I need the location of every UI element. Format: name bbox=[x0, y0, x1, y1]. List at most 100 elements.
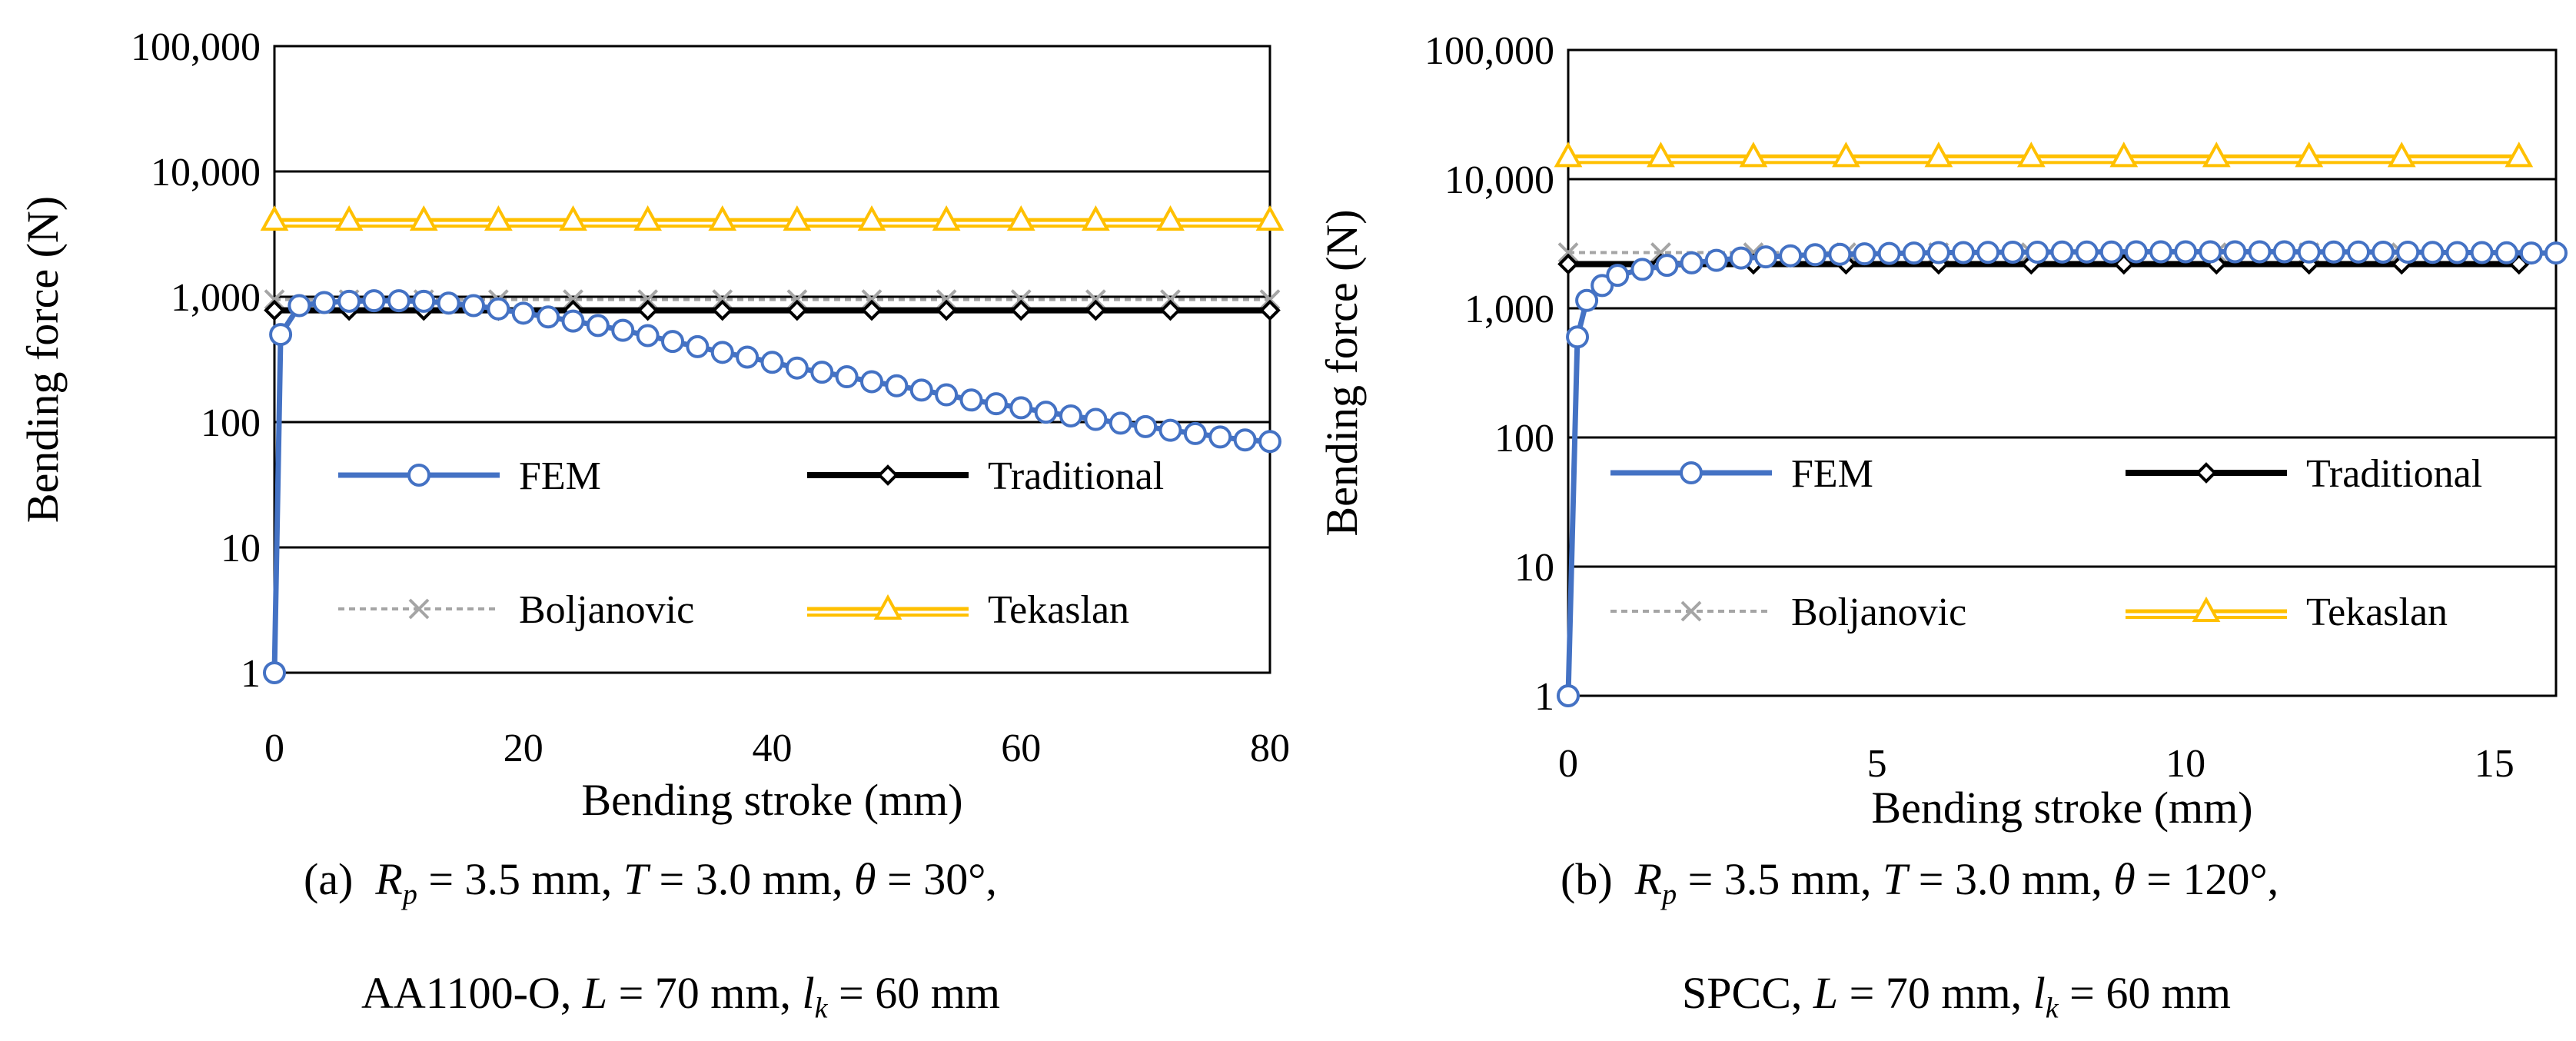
panel-a-fem-point bbox=[611, 318, 635, 342]
panel-a-legend-tekaslan-label: Tekaslan bbox=[988, 588, 1129, 632]
panel-a-ytick-label: 1,000 bbox=[171, 276, 261, 320]
panel-a-traditional-point bbox=[264, 299, 285, 321]
panel-b-tekaslan-point bbox=[1554, 141, 1583, 168]
panel-b-ytick-label: 10,000 bbox=[1444, 158, 1554, 202]
panel-b-fem-point bbox=[1754, 245, 1777, 269]
panel-a-legend-boljanovic: Boljanovic bbox=[338, 588, 694, 632]
caption-b-material: SPCC, bbox=[1682, 968, 1813, 1018]
caption-b-t-symbol: T bbox=[1883, 854, 1908, 904]
panel-b-fem-point bbox=[2001, 240, 2025, 264]
caption-b-lk-value: = 60 mm bbox=[2058, 968, 2232, 1018]
caption-a-rp-symbol: R bbox=[375, 854, 403, 904]
panel-a-boljanovic-point-stroke2 bbox=[563, 289, 583, 311]
panel-b-fem-point bbox=[2272, 240, 2296, 264]
panel-b-legend-tekaslan-marker bbox=[2192, 596, 2221, 622]
panel-b-traditional-point bbox=[1557, 253, 1579, 275]
panel-a-fem-point bbox=[362, 289, 386, 313]
panel-a-fem-point bbox=[636, 324, 660, 348]
panel-b-xtick-label: 5 bbox=[1867, 742, 1887, 786]
panel-b-tekaslan-point bbox=[2387, 141, 2416, 168]
panel-a-series-tekaslan bbox=[260, 205, 1285, 231]
panel-b-legend-fem-marker bbox=[1680, 461, 1703, 484]
panel-a-boljanovic-point-stroke2 bbox=[1259, 289, 1281, 311]
panel-a-tekaslan-point bbox=[633, 205, 663, 231]
panel-a-xtick-label: 0 bbox=[264, 727, 284, 770]
panel-a-tekaslan-point bbox=[559, 205, 587, 231]
panel-a-xtick-label: 60 bbox=[1001, 727, 1041, 770]
panel-a-legend-traditional-label: Traditional bbox=[988, 454, 1164, 498]
panel-b-fem-point bbox=[2124, 240, 2148, 264]
panel-b-fem-point bbox=[2347, 240, 2370, 264]
panel-b-legend-traditional-marker bbox=[2195, 462, 2217, 484]
panel-b-fem-point bbox=[1828, 242, 1852, 266]
panel-a-tekaslan-point bbox=[484, 205, 513, 231]
panel-b-fem-point bbox=[1655, 254, 1679, 278]
panel-a-xaxis-title: Bending stroke (mm) bbox=[581, 775, 962, 825]
panel-b-xtick-label: 0 bbox=[1558, 742, 1578, 786]
panel-a-tekaslan-point bbox=[1255, 205, 1285, 231]
panel-a-fem-point bbox=[1009, 396, 1033, 420]
panel-a-ytick-label: 1 bbox=[241, 652, 261, 696]
panel-a-chart: 1 10 100 1,000 10,000 100,000 0 20 40 60 80 Bending… bbox=[18, 25, 1290, 825]
panel-b-legend-fem: FEM bbox=[1610, 452, 1873, 496]
panel-a-traditional-point bbox=[786, 299, 808, 321]
caption-b-rp-sub: p bbox=[1662, 878, 1677, 911]
panel-b-fem-point bbox=[2544, 241, 2568, 265]
panel-a-fem-point bbox=[511, 301, 535, 325]
caption-a-l-symbol: L bbox=[582, 968, 608, 1018]
panel-b-legend-traditional: Traditional bbox=[2126, 452, 2482, 496]
panel-b-fem-point bbox=[2470, 241, 2494, 264]
panel-b-fem-point bbox=[2495, 241, 2518, 264]
panel-a-boljanovic-point bbox=[264, 289, 285, 311]
panel-b-fem-point bbox=[1575, 288, 1599, 312]
panel-a-xtick-label: 80 bbox=[1250, 727, 1290, 770]
caption-a-theta-value: = 30°, bbox=[876, 854, 997, 904]
panel-b-tekaslan-point bbox=[2505, 141, 2534, 168]
panel-b-tekaslan-point bbox=[1647, 141, 1675, 168]
panel-a-boljanovic-point bbox=[1085, 289, 1106, 311]
panel-a-fem-point bbox=[909, 378, 933, 402]
panel-b-series-tekaslan bbox=[1554, 141, 2534, 168]
panel-b-series-fem bbox=[1557, 240, 2568, 707]
panel-a-fem-point bbox=[337, 289, 361, 313]
panel-a-fem-point bbox=[1158, 418, 1182, 442]
panel-a-fem-point bbox=[263, 661, 286, 684]
panel-a-legend-tekaslan: Tekaslan bbox=[807, 588, 1129, 632]
caption-b-line1: (b) Rp = 3.5 mm, T = 3.0 mm, θ = 120°, bbox=[1561, 853, 2279, 912]
panel-a-traditional-point bbox=[861, 299, 882, 321]
panel-b-xtick-label: 15 bbox=[2475, 742, 2515, 786]
panel-a-tekaslan-point bbox=[1081, 205, 1110, 231]
panel-b-tekaslan-point bbox=[1924, 141, 1953, 168]
panel-a-fem-point bbox=[760, 351, 784, 374]
panel-a-boljanovic-point-stroke2 bbox=[637, 289, 659, 311]
panel-b-xtick-label: 10 bbox=[2166, 742, 2205, 786]
panel-a-legend-boljanovic-label: Boljanovic bbox=[519, 588, 694, 632]
panel-a-boljanovic-point-stroke2 bbox=[1160, 289, 1181, 311]
panel-a-fem-point bbox=[1134, 414, 1158, 438]
panel-b-fem-point bbox=[2372, 240, 2395, 264]
panel-a-tekaslan-point bbox=[1156, 205, 1185, 231]
panel-a-tekaslan-point bbox=[932, 205, 961, 231]
panel-b-fem-point bbox=[1779, 244, 1803, 268]
panel-a-fem-point bbox=[312, 291, 336, 314]
panel-a-xtick-label: 40 bbox=[753, 727, 793, 770]
panel-a-fem-point bbox=[1258, 430, 1281, 454]
panel-b-tekaslan-point bbox=[2202, 141, 2231, 168]
panel-a-fem-point bbox=[387, 289, 410, 313]
panel-b-fem-point bbox=[2297, 240, 2321, 264]
panel-b-fem-point bbox=[2519, 241, 2543, 265]
panel-b-boljanovic-point-stroke2 bbox=[1557, 242, 1579, 263]
panel-a-legend-fem-label: FEM bbox=[519, 454, 601, 498]
panel-a-boljanovic-point bbox=[786, 289, 808, 311]
panel-b-fem-point bbox=[2322, 240, 2345, 264]
panel-b-fem-point bbox=[2075, 240, 2099, 264]
caption-b-line2: SPCC, L = 70 mm, lk = 60 mm bbox=[1682, 967, 2231, 1026]
panel-a-boljanovic-point bbox=[637, 289, 659, 311]
panel-b-fem-point bbox=[2174, 240, 2198, 264]
panel-b-ytick-label: 1 bbox=[1534, 675, 1554, 719]
caption-a-theta-symbol: θ bbox=[853, 854, 876, 904]
panel-b-fem-point bbox=[1566, 325, 1590, 349]
panel-a-legend-boljanovic-marker bbox=[408, 598, 430, 620]
panel-a-traditional-point bbox=[936, 299, 957, 321]
